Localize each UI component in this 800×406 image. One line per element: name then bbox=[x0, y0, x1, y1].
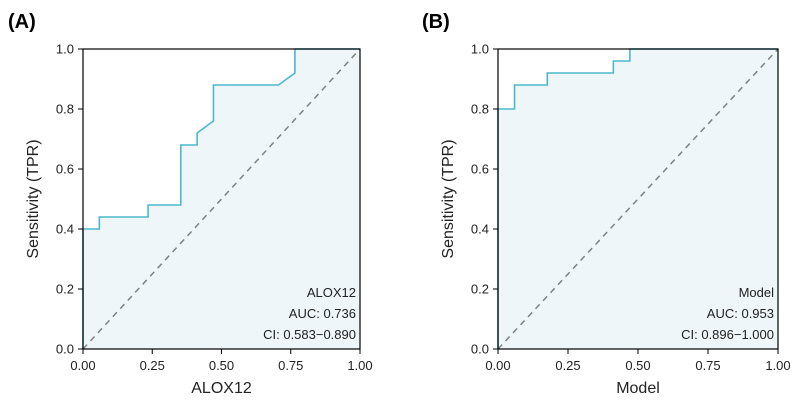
panel-b-y-tick-label: 0.6 bbox=[471, 162, 489, 177]
panel-a-x-axis-label: ALOX12 bbox=[191, 380, 252, 397]
panel-a-annotation-auc: AUC: 0.736 bbox=[289, 306, 356, 321]
panel-a-chance-line bbox=[82, 48, 361, 350]
panel-b-roc-curve bbox=[497, 48, 778, 349]
panel-a-y-tick-label: 0.2 bbox=[56, 282, 74, 297]
panel-b-label: (B) bbox=[422, 11, 450, 33]
panel-a-roc-curve bbox=[82, 48, 360, 349]
panel-a-y-tick-label: 1.0 bbox=[56, 42, 74, 57]
panel-a-x-tick-label: 0.50 bbox=[209, 358, 234, 373]
panel-b-y-tick-label: 1.0 bbox=[471, 42, 489, 57]
panel-a-x-tick-label: 0.00 bbox=[70, 358, 95, 373]
panel-b-y-axis-label: Sensitivity (TPR) bbox=[440, 139, 457, 258]
panel-a-annotation-name: ALOX12 bbox=[307, 285, 356, 300]
panel-b-x-tick-label: 0.50 bbox=[625, 358, 650, 373]
panel-b-x-axis-label: Model bbox=[616, 380, 660, 397]
panel-a-y-tick-label: 0.4 bbox=[56, 222, 74, 237]
panel-a-annotation-ci: CI: 0.583−0.890 bbox=[263, 327, 356, 342]
panel-a-y-axis-label: Sensitivity (TPR) bbox=[25, 139, 42, 258]
panel-a-x-tick-label: 0.75 bbox=[278, 358, 303, 373]
panel-a-y-tick-label: 0.8 bbox=[56, 102, 74, 117]
panel-b-y-tick-label: 0.4 bbox=[471, 222, 489, 237]
panel-a-y-tick-label: 0.6 bbox=[56, 162, 74, 177]
panel-b-y-tick-label: 0.0 bbox=[471, 342, 489, 357]
panel-b-annotation-name: Model bbox=[739, 285, 775, 300]
panel-b-chance-line bbox=[497, 48, 779, 350]
panel-a-x-tick-label: 0.25 bbox=[140, 358, 165, 373]
panel-b-y-tick-label: 0.8 bbox=[471, 102, 489, 117]
panel-b-x-tick-label: 0.25 bbox=[555, 358, 580, 373]
panel-b-annotation-ci: CI: 0.896−1.000 bbox=[681, 327, 774, 342]
panel-a-x-tick-label: 1.00 bbox=[347, 358, 372, 373]
panel-b-x-tick-label: 1.00 bbox=[765, 358, 790, 373]
panel-b-annotation-auc: AUC: 0.953 bbox=[707, 306, 774, 321]
panel-b-y-tick-label: 0.2 bbox=[471, 282, 489, 297]
panel-a-label: (A) bbox=[8, 11, 36, 33]
panel-b-x-tick-label: 0.75 bbox=[695, 358, 720, 373]
panel-a-y-tick-label: 0.0 bbox=[56, 342, 74, 357]
panel-b-roc-area bbox=[498, 49, 778, 349]
panel-b-x-tick-label: 0.00 bbox=[485, 358, 510, 373]
